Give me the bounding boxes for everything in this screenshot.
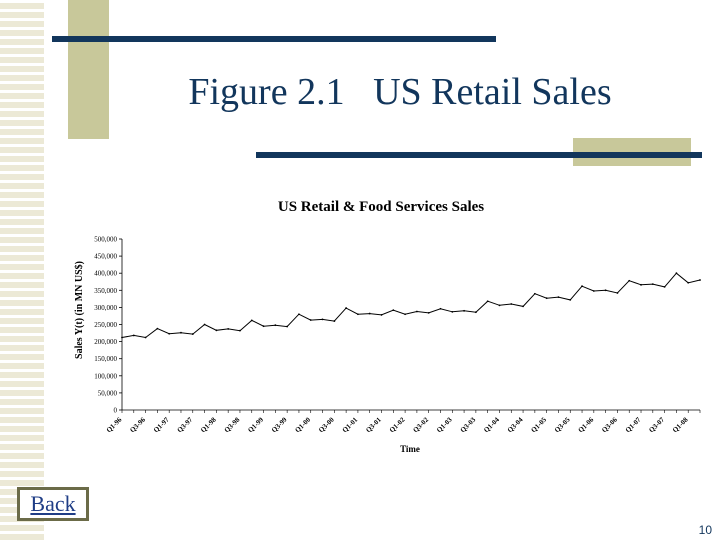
sales-data-point [321,318,324,321]
decorative-top-rule [52,36,496,42]
x-tick-label: Q1-01 [341,415,360,434]
sales-data-point [451,310,454,313]
retail-sales-chart: US Retail & Food Services Sales Sales Y(… [74,199,701,454]
sales-data-point [699,279,701,281]
sales-data-point [215,329,218,332]
x-tick-label: Q3-01 [364,415,383,434]
sales-data-point [191,333,194,335]
sales-data-point [522,305,524,308]
sales-data-point [651,283,654,286]
sales-data-point [309,319,312,321]
sales-data-point [156,327,159,330]
decorative-stripes [0,0,50,540]
x-tick-label: Q3-05 [553,415,572,434]
y-tick-label: 0 [114,407,118,415]
x-tick-label: Q3-97 [176,415,195,434]
x-tick-label: Q3-96 [128,415,147,434]
x-tick-label: Q1-07 [624,415,643,434]
sales-data-point [227,328,230,330]
decorative-bottom-rule [256,152,702,158]
x-tick-label: Q1-08 [671,415,690,434]
sales-data-point [581,285,583,288]
x-tick-label: Q3-06 [600,415,619,434]
sales-data-point [380,314,383,316]
sales-data-point [486,300,489,303]
sales-data-point [203,323,206,326]
x-tick-label: Q3-07 [647,415,666,434]
sales-data-point [628,279,631,282]
sales-data-point [474,311,477,314]
sales-data-point [404,313,407,316]
x-tick-label: Q1-98 [199,415,218,434]
sales-data-point [357,313,359,316]
x-tick-label: Q3-99 [270,415,289,434]
x-tick-label: Q1-96 [105,415,124,434]
x-tick-label: Q3-98 [223,415,242,434]
sales-data-point [239,329,241,332]
y-tick-label: 350,000 [94,287,117,295]
y-tick-label: 450,000 [94,253,117,261]
x-tick-label: Q3-00 [317,415,336,434]
x-tick-label: Q1-00 [294,415,313,434]
sales-data-point [533,292,536,295]
sales-data-point [604,289,607,292]
x-tick-label: Q1-05 [529,415,548,434]
sales-data-point [557,296,560,299]
sales-data-point [274,324,277,327]
y-tick-label: 150,000 [94,355,117,363]
sales-data-point [675,272,678,275]
sales-data-point [392,309,395,312]
sales-data-point [427,311,430,314]
y-axis-label: Sales Y(t) (in MN US$) [74,261,85,359]
y-tick-label: 400,000 [94,270,117,278]
sales-data-point [368,312,371,315]
sales-data-point [545,297,548,300]
x-tick-label: Q1-04 [482,415,501,434]
sales-data-point [463,309,465,312]
sales-data-point [415,310,418,313]
sales-data-point [250,319,253,322]
sales-data-point [569,298,572,301]
sales-data-point [498,304,501,307]
y-tick-label: 200,000 [94,338,117,346]
x-axis-label: Time [400,444,420,454]
x-tick-label: Q1-99 [246,415,265,434]
sales-data-point [687,281,690,284]
x-tick-label: Q1-97 [152,415,171,434]
sales-data-point [168,332,171,335]
sales-data-point [640,283,642,286]
sales-data-point [663,285,666,288]
x-tick-label: Q1-06 [577,415,596,434]
x-tick-label: Q3-02 [412,415,431,434]
sales-data-point [616,292,619,294]
slide-number: 10 [698,523,712,537]
x-tick-label: Q3-03 [459,415,478,434]
sales-data-point [262,325,265,328]
x-tick-label: Q1-02 [388,415,407,434]
sales-data-point [286,325,289,328]
x-tick-label: Q1-03 [435,415,454,434]
sales-data-point [439,307,442,310]
y-tick-label: 50,000 [98,389,118,397]
chart-title: US Retail & Food Services Sales [278,199,484,215]
sales-data-point [132,334,135,337]
sales-data-point [333,320,336,322]
y-tick-label: 100,000 [94,372,117,380]
y-tick-label: 500,000 [94,236,117,244]
sales-data-point [298,313,300,316]
x-tick-label: Q3-04 [506,415,525,434]
back-button[interactable]: Back [17,487,89,521]
sales-data-point [592,290,595,292]
sales-data-point [180,331,182,334]
slide-title: Figure 2.1 US Retail Sales [188,71,612,113]
sales-data-point [121,336,123,339]
sales-series-line [121,272,701,339]
y-tick-label: 250,000 [94,321,117,329]
sales-data-point [144,336,147,339]
sales-data-point [345,307,348,309]
decorative-tan-block-top [68,0,109,139]
y-tick-label: 300,000 [94,304,117,312]
sales-data-point [510,303,513,305]
